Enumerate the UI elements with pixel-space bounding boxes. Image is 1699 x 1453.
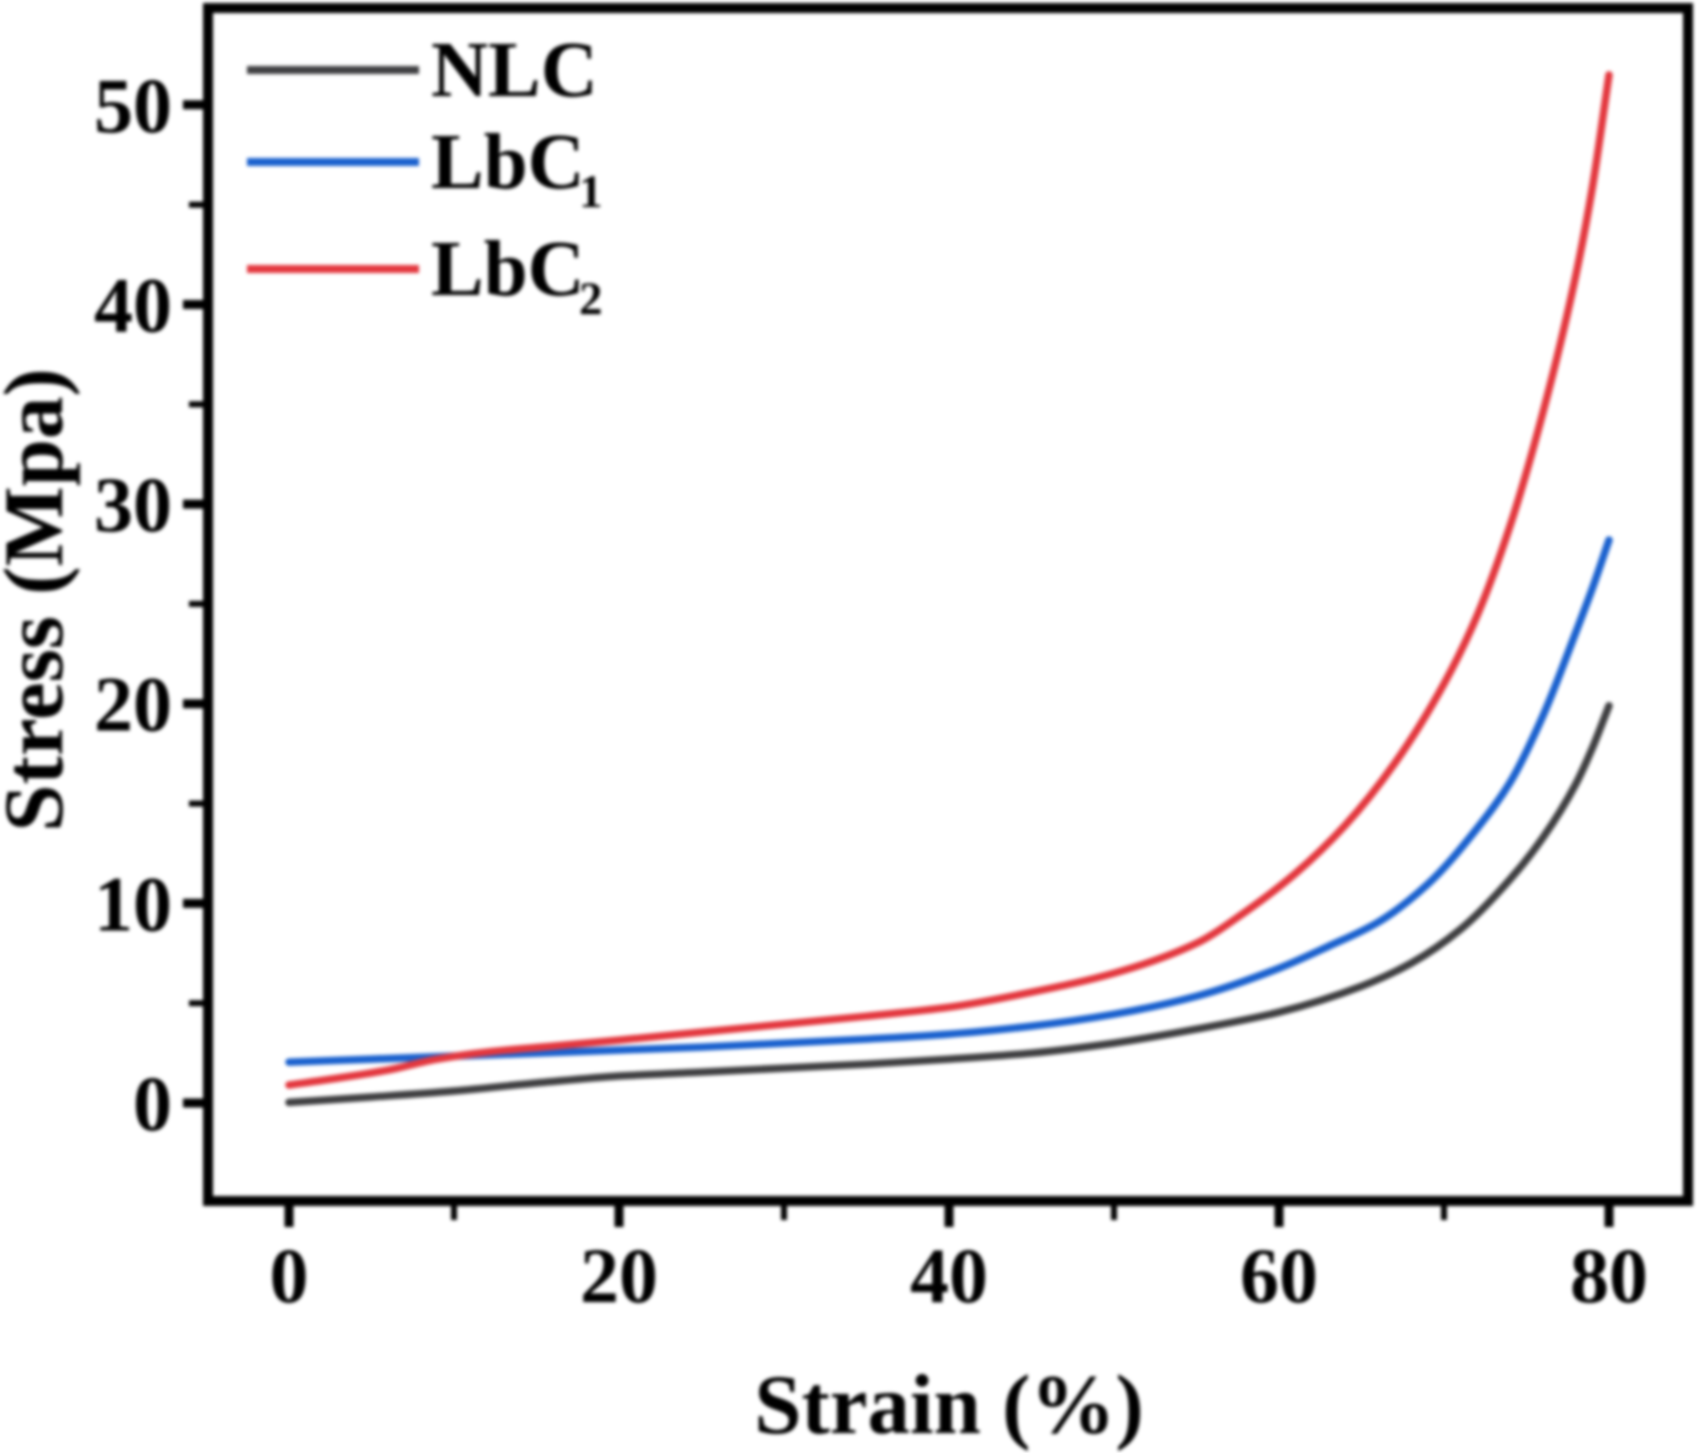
svg-text:0: 0 <box>270 1232 309 1319</box>
svg-text:NLC: NLC <box>431 27 598 114</box>
svg-text:LbC: LbC <box>431 119 585 206</box>
svg-text:2: 2 <box>579 273 603 325</box>
svg-text:40: 40 <box>94 262 172 349</box>
svg-text:LbC: LbC <box>431 226 585 313</box>
svg-text:20: 20 <box>94 661 172 748</box>
svg-text:10: 10 <box>94 860 172 947</box>
svg-text:50: 50 <box>94 62 172 149</box>
svg-text:30: 30 <box>94 461 172 548</box>
svg-text:0: 0 <box>133 1060 172 1147</box>
svg-text:20: 20 <box>580 1232 658 1319</box>
svg-text:Stress (Mpa): Stress (Mpa) <box>0 368 81 832</box>
svg-text:60: 60 <box>1240 1232 1318 1319</box>
svg-text:40: 40 <box>910 1232 988 1319</box>
svg-text:80: 80 <box>1570 1232 1648 1319</box>
svg-text:1: 1 <box>579 166 603 218</box>
svg-text:Strain (%): Strain (%) <box>754 1358 1144 1452</box>
